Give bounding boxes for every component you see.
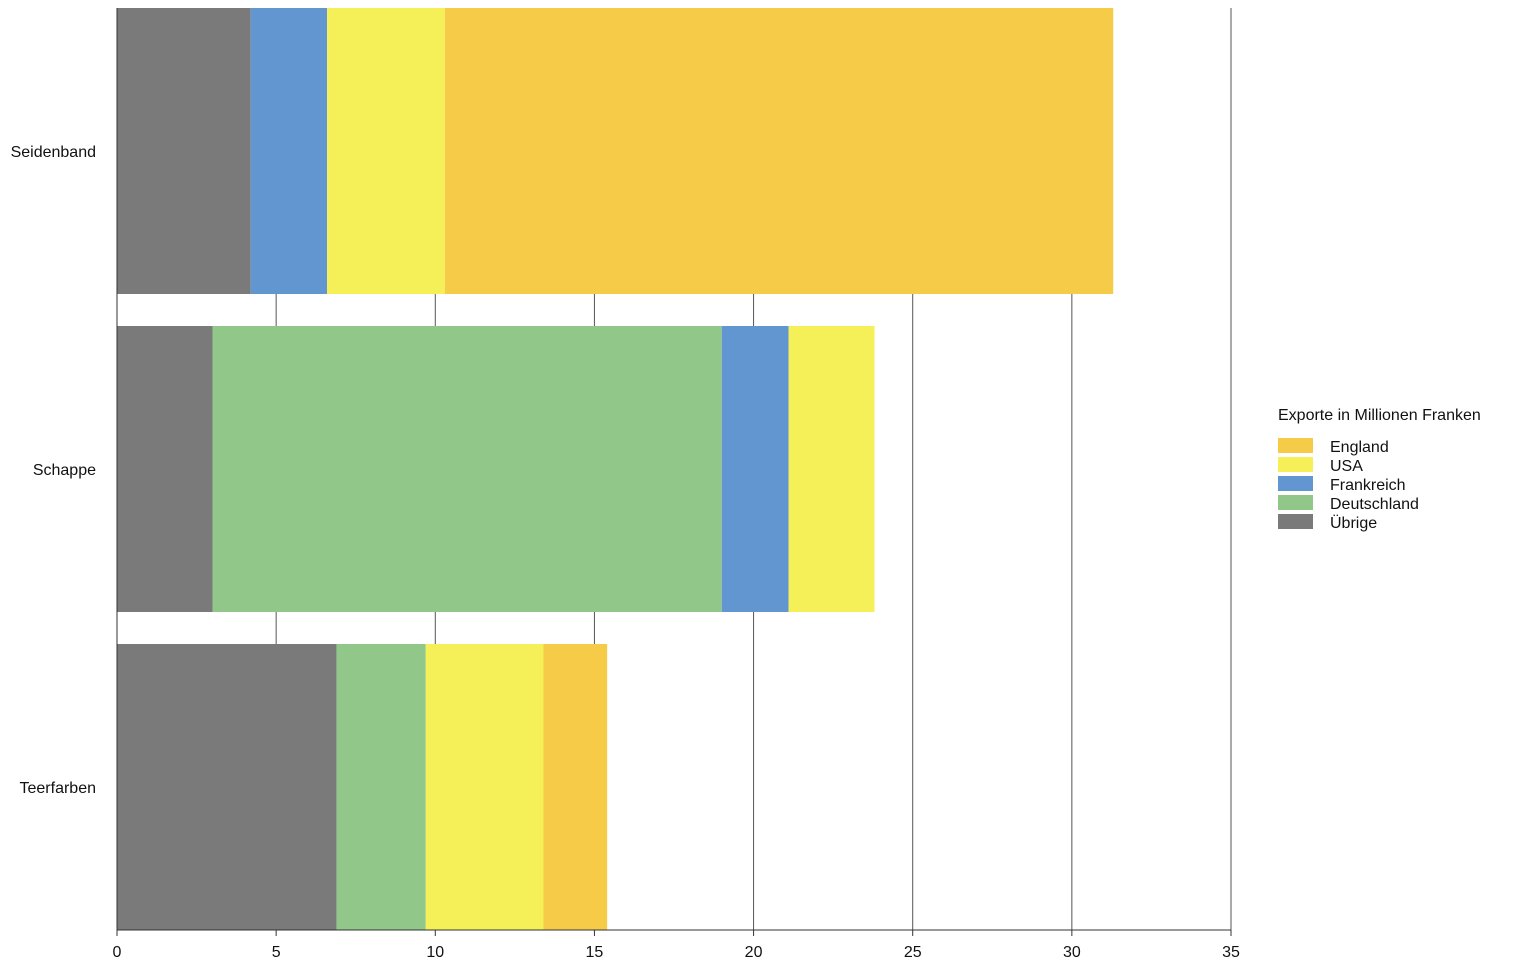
bar-schappe-frankreich [721,326,789,612]
legend-label-england: England [1330,439,1389,456]
category-label-teerfarben: Teerfarben [20,780,97,797]
legend-swatch-england [1278,438,1313,453]
category-label-schappe: Schappe [33,462,96,479]
x-tick-label: 0 [113,944,122,960]
x-tick-label: 5 [272,944,281,960]
x-axis: 0 5 10 15 20 25 30 35 [113,8,1240,960]
legend: Exporte in Millionen Franken England USA Fr… [1278,407,1481,532]
category-label-seidenband: Seidenband [11,144,96,161]
bar-schappe-usa [788,326,875,612]
legend-swatch-ubrige [1278,514,1313,529]
legend-label-deutschland: Deutschland [1330,496,1419,513]
bar-schappe-ubrige [117,326,213,612]
x-tick-label: 30 [1063,944,1081,960]
legend-swatch-usa [1278,457,1313,472]
bar-seidenband-england [444,8,1114,294]
x-tick-label: 15 [586,944,604,960]
x-tick-label: 35 [1222,944,1240,960]
x-tick-label: 20 [745,944,763,960]
bar-teerfarben-ubrige [117,644,337,930]
bar-teerfarben-england [543,644,608,930]
legend-label-frankreich: Frankreich [1330,477,1406,494]
legend-label-usa: USA [1330,458,1363,475]
bar-seidenband-usa [327,8,445,294]
legend-swatch-deutschland [1278,495,1313,510]
bar-teerfarben-deutschland [336,644,426,930]
bars [117,8,1114,930]
bar-schappe-deutschland [212,326,722,612]
bar-seidenband-ubrige [117,8,251,294]
x-tick-label: 10 [426,944,444,960]
bar-teerfarben-usa [425,644,544,930]
legend-swatch-frankreich [1278,476,1313,491]
legend-label-ubrige: Übrige [1330,514,1377,532]
bar-seidenband-frankreich [250,8,328,294]
category-labels: Seidenband Schappe Teerfarben [11,144,97,797]
legend-title: Exporte in Millionen Franken [1278,407,1481,424]
x-tick-label: 25 [904,944,922,960]
